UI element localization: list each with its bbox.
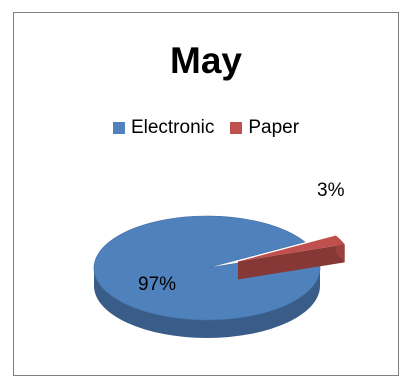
legend-label-electronic: Electronic — [130, 117, 215, 138]
legend: Electronic Paper — [14, 117, 398, 139]
legend-label-paper: Paper — [248, 117, 300, 138]
chart-title: May — [170, 40, 242, 81]
legend-swatch-electronic — [112, 122, 125, 134]
pie-slice-electronic-side — [94, 268, 320, 338]
pie-slice-paper-side — [237, 244, 345, 280]
legend-entry-electronic: Electronic — [112, 117, 215, 139]
data-label-electronic: 97% — [138, 274, 177, 295]
pie-slice-paper-group — [237, 235, 345, 280]
data-label-paper: 3% — [317, 180, 345, 201]
legend-swatch-paper — [230, 122, 243, 134]
pie-slice-electronic — [93, 215, 321, 321]
pie-slice-paper — [237, 235, 345, 262]
legend-entry-paper: Paper — [230, 117, 299, 139]
pie-plot — [93, 215, 345, 338]
chart-area: May Electronic Paper 97% 3% — [13, 12, 399, 376]
